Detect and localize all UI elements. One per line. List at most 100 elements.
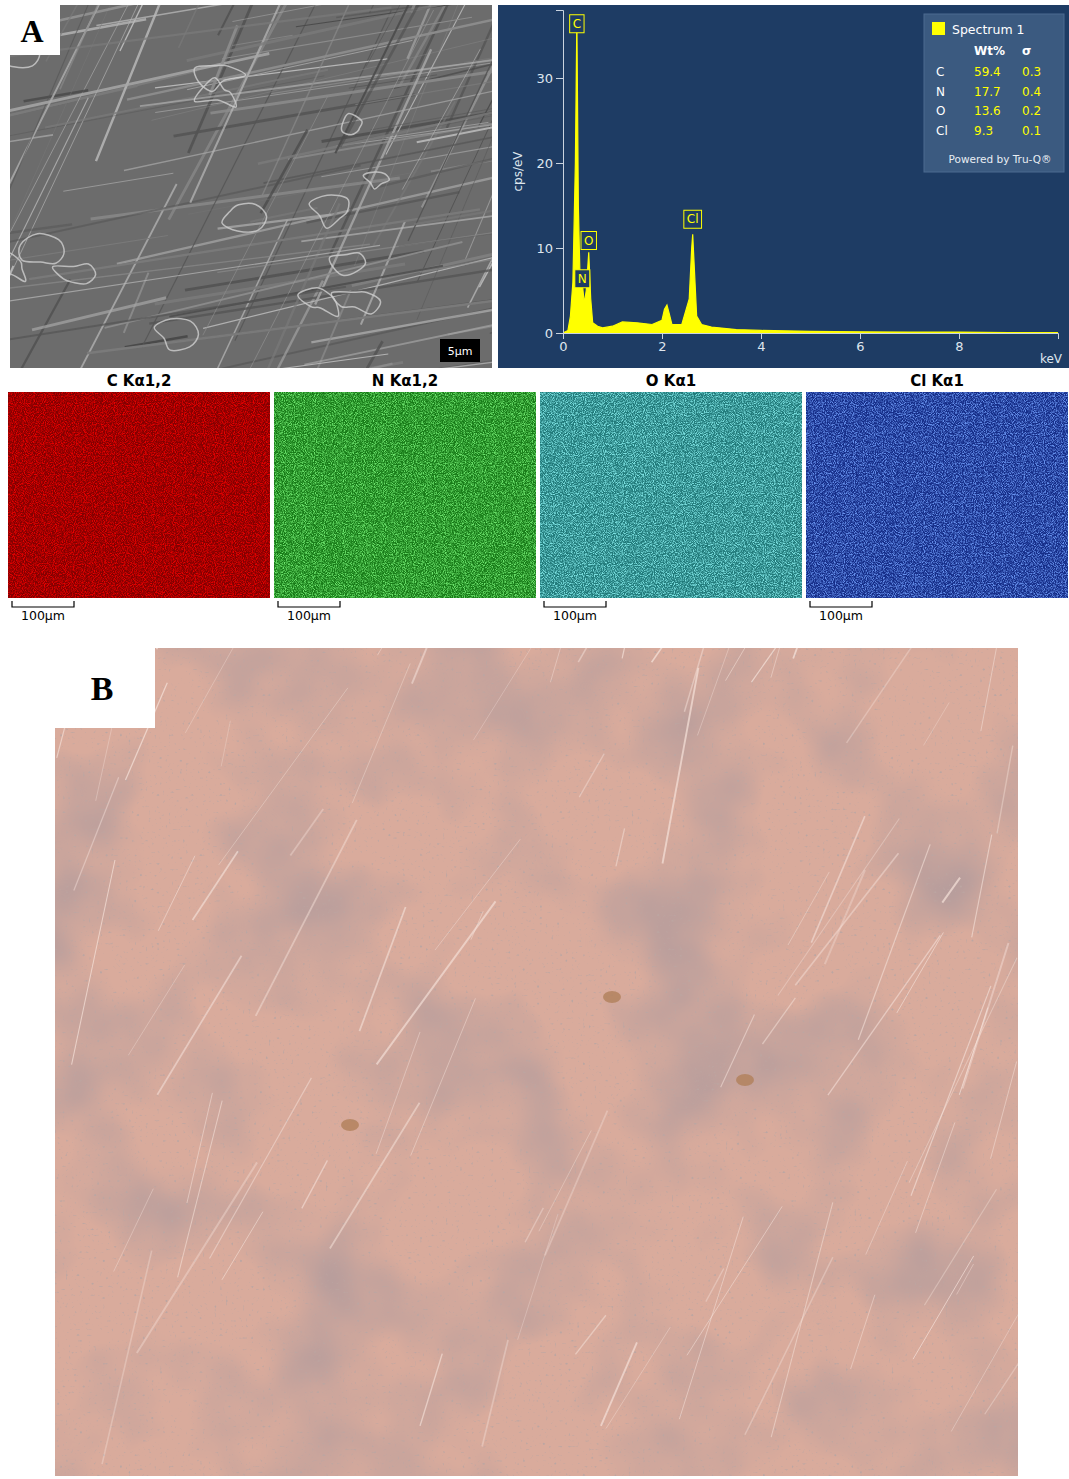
photo-scratch	[412, 648, 479, 684]
y-axis: 0102030	[536, 11, 563, 341]
panel-label-box	[55, 648, 155, 728]
sem-feature	[222, 203, 267, 231]
y-tick-mark	[556, 78, 563, 79]
photo-scratch	[771, 1202, 833, 1437]
photo-scratch	[550, 648, 609, 682]
photo-scratch	[985, 1279, 1018, 1415]
photo-scratch	[778, 818, 899, 995]
photo-scratch	[302, 1160, 328, 1208]
photo-scratch	[606, 1327, 670, 1428]
x-tick-mark	[959, 333, 960, 339]
scale-bar	[12, 601, 74, 607]
y-tick-label: 20	[536, 156, 553, 171]
sem-streak	[354, 5, 492, 266]
element-map-background	[274, 392, 536, 598]
peak-label-text: C	[573, 17, 581, 31]
photo-scratch	[435, 839, 520, 950]
sem-streak	[10, 287, 346, 340]
y-tick: 30	[536, 71, 563, 86]
photo-scratch	[825, 870, 865, 964]
scale-bar-label: 100µm	[553, 608, 597, 623]
peak-label-text: O	[584, 234, 593, 248]
sem-streak	[10, 245, 380, 309]
table-footer: Powered by Tru-Q®	[949, 153, 1052, 165]
photo-background	[55, 648, 1018, 1476]
photo-scratch	[991, 1061, 1017, 1158]
photo-scratch	[622, 648, 651, 658]
photo-scratch	[137, 1162, 257, 1353]
sem-streak	[87, 296, 492, 353]
table-cell: 13.6	[974, 104, 1001, 118]
sem-streak	[10, 76, 324, 139]
sem-streak	[10, 236, 168, 266]
table-cell: 17.7	[974, 85, 1001, 99]
table-cell: O	[936, 104, 945, 118]
sem-streak	[188, 172, 417, 215]
sem-feature	[19, 234, 64, 264]
table-cell: N	[936, 85, 945, 99]
sem-streak	[345, 341, 382, 368]
peak-label-box	[684, 210, 702, 228]
sem-streak	[261, 130, 308, 213]
photo-scratch	[114, 1189, 154, 1272]
sem-streak	[10, 224, 72, 233]
x-tick-label: 8	[955, 339, 963, 354]
sem-streak	[117, 174, 492, 264]
element-map-signal	[8, 392, 270, 598]
table-header: Wt%	[974, 44, 1005, 58]
photo-scratch	[706, 1269, 724, 1302]
photo-scratch	[897, 932, 944, 1013]
photo-scratch	[579, 754, 604, 798]
element-map-title: Cl Kα1	[910, 372, 964, 390]
peak-label: Cl	[684, 210, 702, 228]
photo-scratch	[102, 1251, 152, 1465]
sem-streak	[233, 10, 433, 368]
table-cell: Cl	[936, 124, 948, 138]
sem-streak	[371, 77, 492, 130]
x-tick-label: 2	[658, 339, 666, 354]
sem-image	[10, 5, 492, 368]
element-map-title: O Kα1	[646, 372, 696, 390]
scale-bar-label: 100µm	[21, 608, 65, 623]
photo-scratch	[957, 1264, 974, 1294]
y-tick-mark	[556, 163, 563, 164]
plot-area	[563, 19, 1058, 334]
photo-scratch	[788, 872, 829, 945]
photo-scratch	[911, 986, 991, 1196]
photo-scratch	[256, 820, 357, 1016]
photo-scratch	[684, 648, 715, 712]
photo-scratch	[482, 1340, 508, 1446]
scale-bar-label: 100µm	[819, 608, 863, 623]
photo-scratch	[222, 1212, 263, 1280]
photo-scratch	[221, 721, 230, 767]
photo-scratch	[972, 835, 992, 938]
photo-scratch	[539, 1130, 591, 1231]
x-tick-mark	[761, 333, 762, 339]
sem-streak	[10, 5, 381, 6]
sem-streak	[420, 202, 492, 272]
sem-feature	[363, 172, 389, 189]
peak-label: O	[581, 232, 596, 250]
photo-scratch	[377, 901, 496, 1064]
element-map-signal	[540, 392, 802, 598]
sem-streak	[262, 5, 357, 195]
photo-scratch	[157, 648, 189, 649]
photo-scratch	[157, 956, 241, 1095]
panel-label: A	[20, 13, 43, 49]
sem-streak	[10, 5, 187, 231]
photo-specks	[55, 648, 1018, 1476]
photo-scratch	[771, 648, 808, 678]
photo-scratch	[687, 1206, 782, 1355]
element-map-background	[8, 392, 270, 598]
photo-scratch	[377, 648, 499, 655]
sem-streak	[10, 266, 13, 368]
scale-bar	[810, 601, 872, 607]
table-cell: 59.4	[974, 65, 1001, 79]
sem-streak	[10, 364, 392, 368]
table-cell: 0.2	[1022, 104, 1041, 118]
x-tick-mark	[662, 333, 663, 339]
sem-streak	[10, 5, 126, 235]
y-tick-mark	[556, 333, 563, 334]
sem-streak	[258, 101, 492, 163]
scale-bar-label: 100µm	[287, 608, 331, 623]
